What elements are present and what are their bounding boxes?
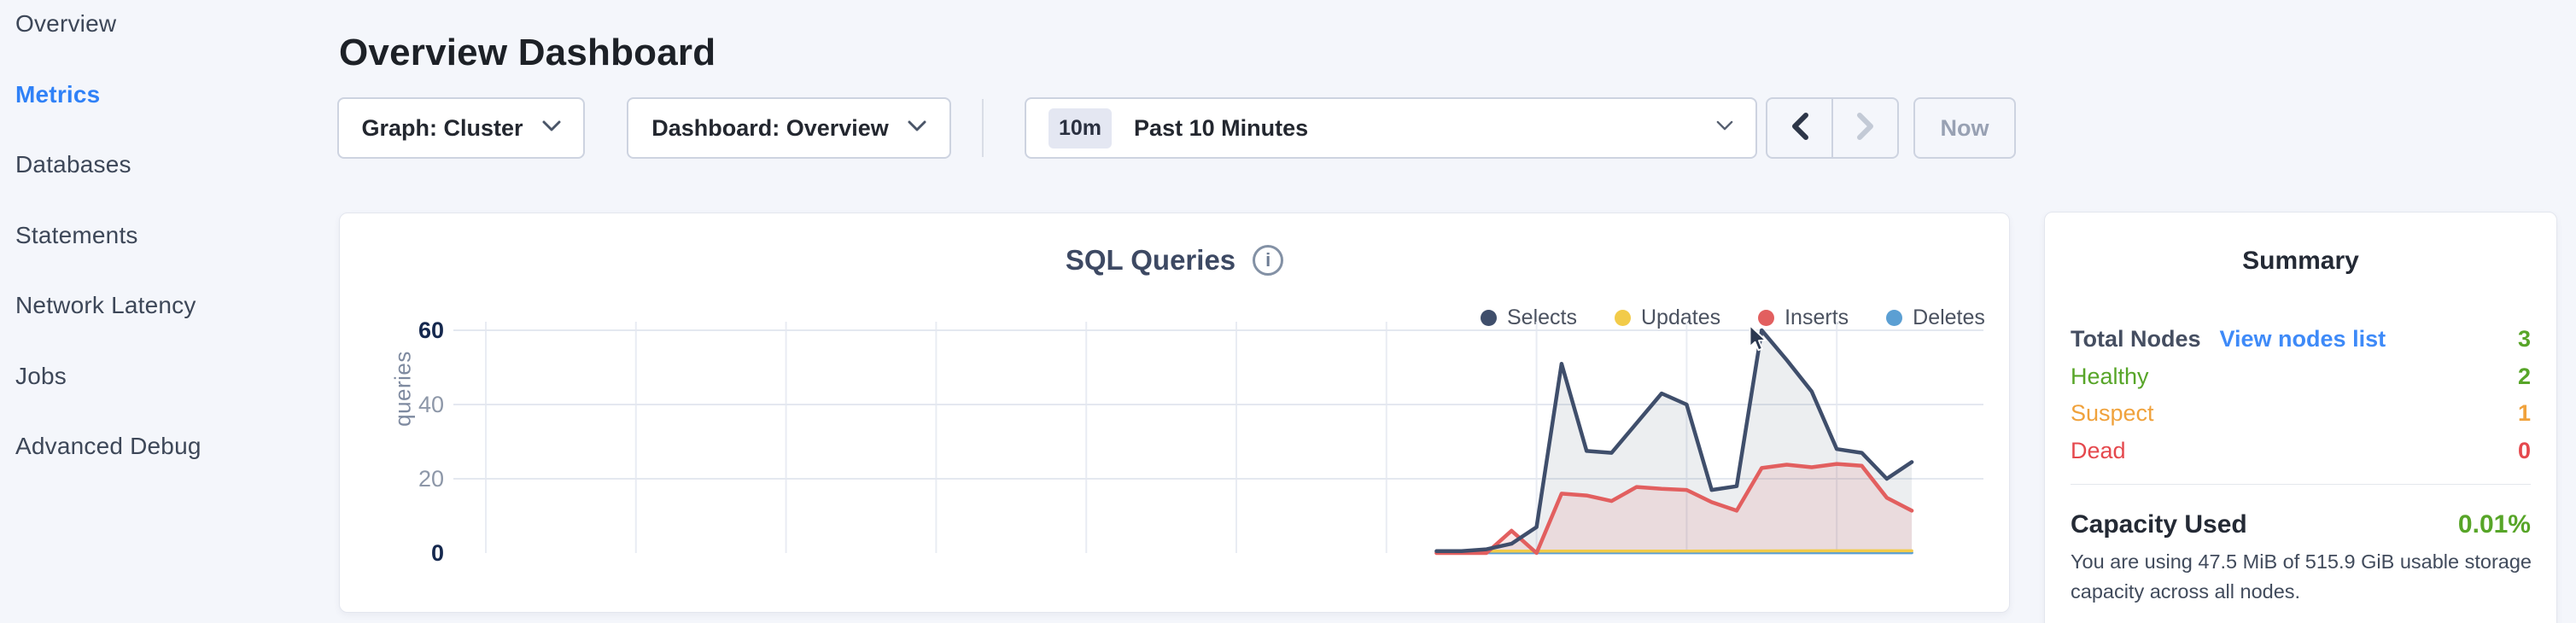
legend-label: Updates [1640, 306, 1721, 329]
capacity-used-label: Capacity Used [2071, 510, 2247, 539]
controls-divider [982, 99, 984, 157]
summary-row-value: 0 [2517, 437, 2531, 463]
legend-dot-icon [1886, 310, 1903, 326]
y-axis-tick: 20 [418, 466, 444, 492]
sql-queries-chart-card: SQL Queries i Selects Updates Inserts Delet… [339, 213, 2010, 613]
summary-row-value: 3 [2517, 326, 2531, 352]
chevron-left-icon [1790, 112, 1810, 145]
sidebar-item-metrics[interactable]: Metrics [15, 80, 101, 108]
chart-plot-area[interactable] [428, 317, 1990, 564]
summary-row-total-nodes: Total Nodes View nodes list 3 [2071, 323, 2531, 354]
summary-row-dead: Dead 0 [2071, 435, 2531, 466]
sidebar-item-jobs[interactable]: Jobs [15, 362, 67, 389]
now-button-label: Now [1940, 114, 1989, 141]
legend-dot-icon [1481, 310, 1497, 326]
summary-title: Summary [2242, 247, 2359, 275]
sidebar-item-overview[interactable]: Overview [15, 10, 117, 37]
chevron-down-icon [542, 120, 561, 137]
chevron-down-icon [1716, 120, 1733, 136]
summary-row-suspect: Suspect 1 [2071, 398, 2531, 428]
series-inserts-line [1434, 462, 1914, 556]
chart-title: SQL Queries [1065, 244, 1236, 276]
dashboard-dropdown[interactable]: Dashboard: Overview [627, 97, 951, 159]
time-step-button-group [1766, 97, 1899, 159]
y-axis-tick: 0 [430, 540, 444, 566]
y-axis-title: queries [389, 351, 416, 427]
summary-row-label: Suspect [2071, 400, 2154, 426]
chart-legend: Selects Updates Inserts Deletes [1481, 306, 2023, 330]
sidebar-nav: Overview Metrics Databases Statements Networ… [0, 0, 326, 623]
summary-row-value: 1 [2517, 400, 2531, 426]
legend-dot-icon [1758, 310, 1775, 326]
legend-item-deletes[interactable]: Deletes [1886, 306, 1985, 330]
sidebar-item-advanced-debug[interactable]: Advanced Debug [15, 433, 202, 459]
time-range-badge: 10m [1049, 108, 1113, 148]
capacity-used-value: 0.01% [2457, 510, 2531, 539]
summary-row-value: 2 [2517, 363, 2531, 389]
time-next-button[interactable] [1831, 99, 1897, 157]
sidebar-item-network-latency[interactable]: Network Latency [15, 292, 196, 318]
legend-item-inserts[interactable]: Inserts [1758, 306, 1849, 330]
time-range-label: Past 10 Minutes [1134, 114, 1309, 141]
series-selects-area [1436, 330, 1913, 553]
summary-row-healthy: Healthy 2 [2071, 361, 2531, 392]
chevron-down-icon [908, 120, 926, 137]
graph-scope-label: Graph: Cluster [361, 114, 523, 141]
legend-dot-icon [1614, 310, 1631, 326]
view-nodes-list-link[interactable]: View nodes list [2219, 326, 2386, 352]
legend-label: Inserts [1785, 306, 1849, 329]
time-range-selector[interactable]: 10m Past 10 Minutes [1025, 97, 1757, 159]
graph-scope-dropdown[interactable]: Graph: Cluster [337, 97, 585, 159]
series-selects-line [1434, 328, 1914, 554]
summary-row-label: Dead [2071, 437, 2126, 463]
time-prev-button[interactable] [1767, 99, 1831, 157]
summary-row-label: Healthy [2071, 363, 2149, 389]
chevron-right-icon [1855, 112, 1876, 145]
legend-label: Selects [1507, 306, 1577, 329]
summary-divider [2071, 484, 2531, 485]
now-button[interactable]: Now [1913, 97, 2016, 159]
capacity-used-row: Capacity Used 0.01% [2071, 508, 2531, 542]
sql-queries-chart [453, 322, 1983, 556]
mouse-cursor-icon [1746, 324, 1772, 358]
page-title: Overview Dashboard [339, 32, 716, 74]
legend-label: Deletes [1913, 306, 1985, 329]
capacity-description: You are using 47.5 MiB of 515.9 GiB usab… [2071, 550, 2532, 603]
dashboard-label: Dashboard: Overview [651, 114, 889, 141]
sidebar-item-databases[interactable]: Databases [15, 151, 131, 178]
info-icon[interactable]: i [1253, 245, 1284, 276]
legend-item-selects[interactable]: Selects [1481, 306, 1577, 330]
summary-panel: Summary Total Nodes View nodes list 3 Healt… [2044, 212, 2557, 623]
y-axis-tick: 40 [418, 392, 444, 417]
summary-row-label: Total Nodes [2071, 326, 2201, 352]
y-axis-tick: 60 [418, 317, 444, 343]
series-inserts-area [1436, 463, 1913, 553]
sidebar-item-statements[interactable]: Statements [15, 221, 138, 248]
legend-item-updates[interactable]: Updates [1614, 306, 1721, 330]
